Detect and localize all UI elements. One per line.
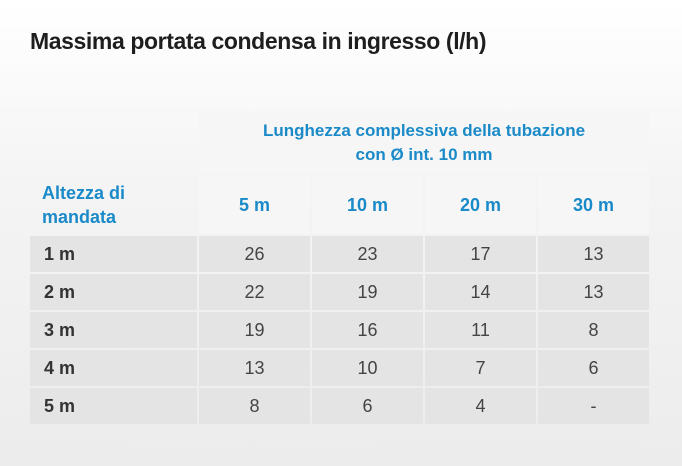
cell-value: 19 <box>312 274 423 310</box>
row-header: Altezza di mandata <box>30 176 197 234</box>
row-label: 4 m <box>30 350 197 386</box>
cell-value: 13 <box>538 274 650 310</box>
column-header: 30 m <box>538 176 650 234</box>
table-row: 4 m 13 10 7 6 <box>30 350 650 386</box>
column-header: 5 m <box>199 176 310 234</box>
group-header: Lunghezza complessiva della tubazione co… <box>199 112 650 174</box>
row-header-line: Altezza di <box>42 183 126 203</box>
group-header-line: con Ø int. 10 mm <box>355 145 493 164</box>
cell-value: 6 <box>312 388 423 424</box>
cell-value: - <box>538 388 650 424</box>
row-label: 3 m <box>30 312 197 348</box>
cell-value: 8 <box>538 312 650 348</box>
group-header-row: Lunghezza complessiva della tubazione co… <box>30 112 650 174</box>
cell-value: 16 <box>312 312 423 348</box>
table-head: Lunghezza complessiva della tubazione co… <box>30 112 650 234</box>
table: Lunghezza complessiva della tubazione co… <box>28 110 651 426</box>
empty-cell <box>30 112 197 174</box>
table-row: 2 m 22 19 14 13 <box>30 274 650 310</box>
table-row: 3 m 19 16 11 8 <box>30 312 650 348</box>
cell-value: 11 <box>425 312 536 348</box>
row-header-line: mandata <box>42 207 117 227</box>
column-header: 10 m <box>312 176 423 234</box>
cell-value: 26 <box>199 236 310 272</box>
cell-value: 23 <box>312 236 423 272</box>
cell-value: 13 <box>538 236 650 272</box>
title: Massima portata condensa in ingresso (l/… <box>30 28 487 54</box>
cell-value: 8 <box>199 388 310 424</box>
row-label: 5 m <box>30 388 197 424</box>
row-label: 1 m <box>30 236 197 272</box>
group-header-line: Lunghezza complessiva della tubazione <box>262 121 586 140</box>
cell-value: 4 <box>425 388 536 424</box>
cell-value: 17 <box>425 236 536 272</box>
row-label: 2 m <box>30 274 197 310</box>
cell-value: 19 <box>199 312 310 348</box>
cell-value: 10 <box>312 350 423 386</box>
cell-value: 6 <box>538 350 650 386</box>
table-row: 1 m 26 23 17 13 <box>30 236 650 272</box>
table-body: 1 m 26 23 17 13 2 m 22 19 14 13 3 m 19 16 11 8 4 m 13 10 7… <box>30 236 650 424</box>
cell-value: 13 <box>199 350 310 386</box>
column-header: 20 m <box>425 176 536 234</box>
cell-value: 7 <box>425 350 536 386</box>
cell-value: 14 <box>425 274 536 310</box>
cell-value: 22 <box>199 274 310 310</box>
column-header-row: Altezza di mandata 5 m 10 m 20 m 30 m <box>30 176 650 234</box>
